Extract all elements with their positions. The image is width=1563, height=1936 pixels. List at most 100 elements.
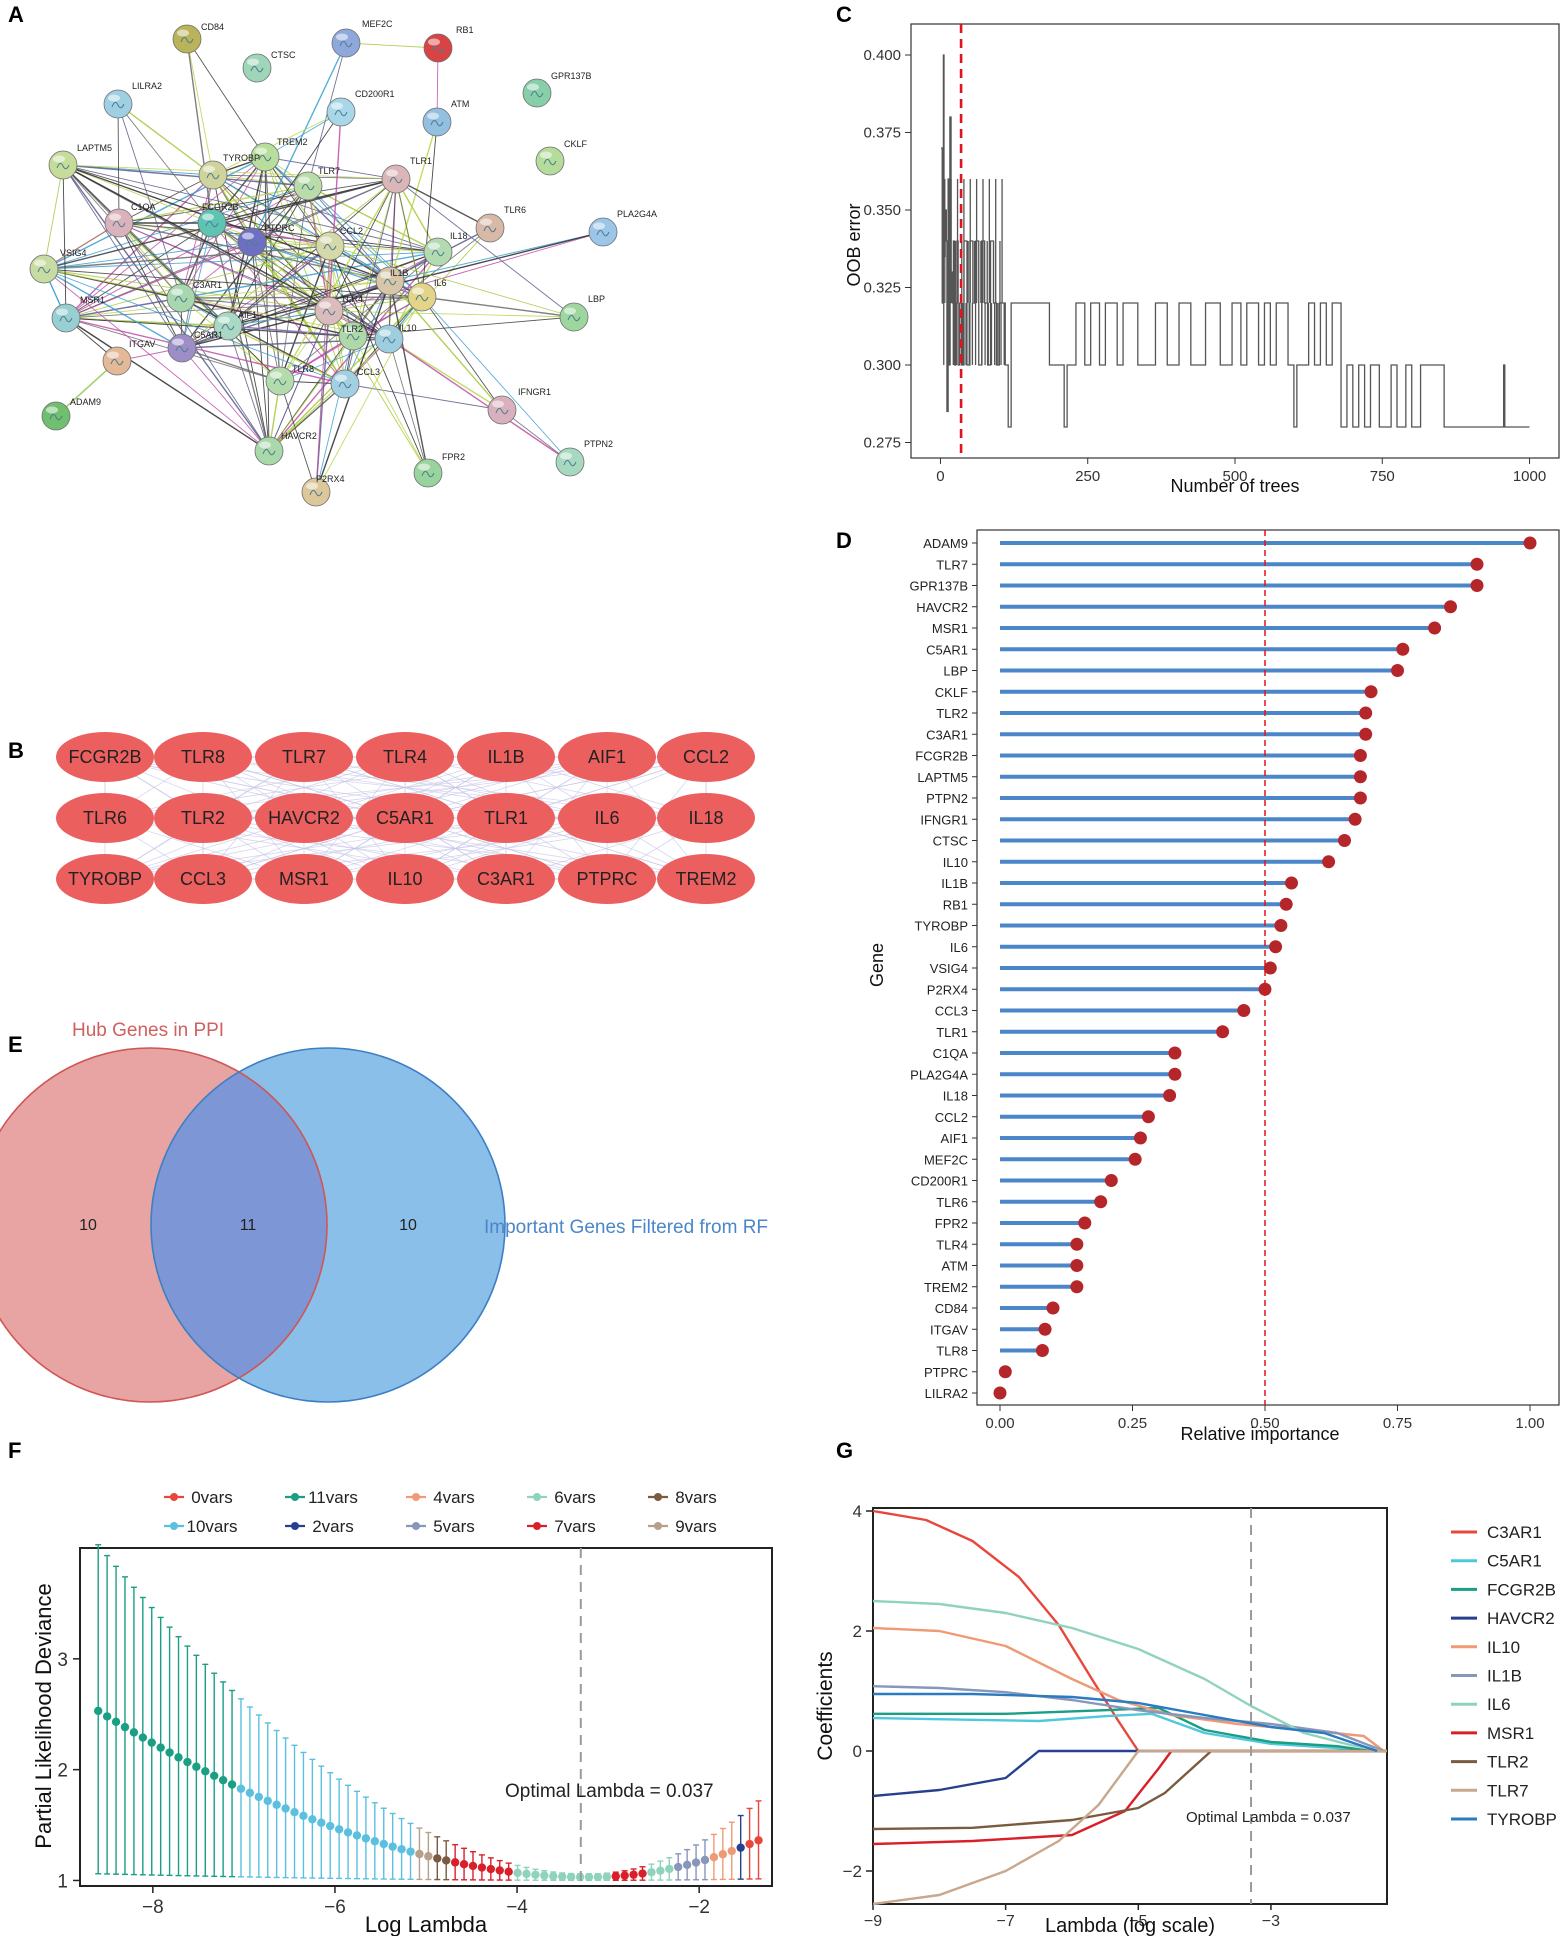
- imp-dot: [1133, 1131, 1147, 1145]
- imp-gene-label: IFNGR1: [920, 812, 968, 827]
- ppi-node-structure: [563, 459, 577, 467]
- ppi-node-structure: [221, 323, 235, 331]
- coef-legend-label: C5AR1: [1487, 1552, 1542, 1571]
- imp-gene-label: TLR6: [936, 1195, 968, 1210]
- coef-xtick-label: −5: [1129, 1913, 1147, 1930]
- ppi-edge: [251, 241, 391, 282]
- ppi-edge: [180, 297, 346, 385]
- imp-dot: [998, 1365, 1012, 1379]
- ppi-node-structure: [174, 295, 188, 303]
- imp-dot: [1364, 685, 1378, 699]
- ppi-node-tlr7: TLR7: [293, 166, 340, 201]
- cv-point: [433, 1854, 442, 1863]
- coef-path-fcgr2b: [873, 1706, 1371, 1753]
- hub-node-ellipse: [457, 854, 555, 904]
- cv-point: [290, 1807, 299, 1817]
- ppi-node-structure: [430, 119, 444, 127]
- ppi-edge: [186, 38, 214, 176]
- ppi-nodes: CD84 CTSC MEF2C RB1 GPR137B LILRA2 CD200R1 ATM C…: [29, 19, 657, 507]
- hub-node-label: IL10: [387, 869, 422, 889]
- cv-point: [495, 1866, 504, 1875]
- coef-legend-label: FCGR2B: [1487, 1580, 1556, 1599]
- ppi-node-il1b: IL1B: [375, 266, 409, 296]
- ppi-node-highlight: [427, 112, 439, 120]
- imp-dot: [1359, 706, 1373, 720]
- ppi-node-structure: [415, 294, 429, 302]
- cv-point: [120, 1722, 130, 1732]
- ppi-edge: [388, 338, 429, 474]
- hub-node-fcgr2b: FCGR2B: [56, 732, 154, 782]
- imp-gene-label: FPR2: [935, 1216, 968, 1231]
- hub-node-label: TYROBP: [68, 869, 142, 889]
- ppi-node-label: PTPRC: [264, 223, 295, 233]
- cv-point: [102, 1712, 112, 1721]
- ppi-node-structure: [389, 176, 403, 184]
- ppi-node-lilra2: LILRA2: [103, 81, 162, 119]
- hub-node-ellipse: [356, 793, 454, 843]
- coef-legend-label: MSR1: [1487, 1724, 1534, 1743]
- ppi-node-structure: [205, 220, 219, 228]
- imp-gene-label: CCL3: [935, 1004, 968, 1019]
- imp-dot: [1470, 579, 1484, 592]
- ppi-node-label: CKLF: [564, 139, 588, 149]
- ppi-edge: [388, 178, 397, 340]
- imp-gene-label: FCGR2B: [915, 749, 968, 764]
- ppi-edge: [62, 164, 309, 187]
- ppi-edge: [328, 111, 342, 312]
- cv-legend-swatch-dot: [412, 1493, 420, 1501]
- ppi-edge: [251, 241, 346, 385]
- hub-node-ellipse: [154, 793, 252, 843]
- ppi-node-structure: [483, 225, 497, 233]
- ppi-edge: [389, 280, 503, 411]
- imp-dot: [1070, 1259, 1084, 1272]
- cv-point: [308, 1815, 317, 1824]
- ppi-node-label: AIF1: [238, 310, 257, 320]
- ppi-edge: [180, 251, 439, 299]
- cv-point: [513, 1868, 522, 1878]
- coef-path-il6: [872, 1599, 1384, 1753]
- oob-xtick-label: 500: [1222, 468, 1247, 485]
- coef-legend-label: TLR7: [1487, 1781, 1529, 1800]
- ppi-edge: [186, 38, 266, 158]
- ppi-node-structure: [567, 314, 581, 322]
- venn-overlap-count: 11: [240, 1217, 257, 1234]
- ppi-node-highlight: [480, 218, 492, 226]
- ppi-edge: [43, 268, 390, 340]
- ppi-node-structure: [59, 315, 73, 323]
- ppi-edge: [268, 310, 330, 452]
- imp-dot: [1258, 982, 1272, 996]
- hub-node-il1b: IL1B: [457, 732, 555, 782]
- importance-axes: 0.00 0.25 0.50 0.75 1.00 ADAM9 TLR7 GPR137B HAVC…: [909, 536, 1544, 1432]
- ppi-edge: [421, 296, 575, 318]
- ppi-node-highlight: [107, 351, 119, 359]
- ppi-edge: [43, 156, 266, 270]
- cv-point: [174, 1753, 183, 1762]
- hub-node-ellipse: [154, 854, 252, 904]
- ppi-node-atm: ATM: [422, 99, 469, 137]
- ppi-edge: [264, 156, 397, 180]
- ppi-node-structure: [273, 378, 287, 386]
- ppi-node-highlight: [255, 147, 267, 155]
- cv-point: [183, 1757, 192, 1767]
- cv-axes: −8 −6 −4 −2 1 2 3: [57, 1650, 710, 1918]
- hub-edge: [104, 756, 406, 819]
- imp-dot: [1094, 1195, 1108, 1209]
- venn-only-b-count: 10: [399, 1217, 417, 1234]
- hub-node-label: TLR4: [383, 747, 427, 767]
- coefficient-path-chart: −9 −7 −5 −3 −2 0 2 4 Optimal Lambda = 0.037 C3A…: [814, 1502, 1557, 1936]
- cv-point: [700, 1855, 710, 1865]
- ppi-node-cklf: CKLF: [535, 139, 588, 176]
- cv-point: [192, 1762, 201, 1771]
- cv-point: [352, 1831, 362, 1840]
- cv-legend-label: 9vars: [675, 1517, 717, 1536]
- cv-point: [94, 1706, 103, 1716]
- hub-node-tlr6: TLR6: [56, 793, 154, 843]
- ppi-node-structure: [110, 358, 124, 366]
- ppi-edge: [180, 280, 391, 299]
- coef-ytick-label: 4: [853, 1502, 862, 1521]
- cv-point: [468, 1861, 478, 1871]
- coef-ytick-label: 0: [853, 1742, 862, 1761]
- hub-node-label: IL6: [594, 808, 619, 828]
- hub-node-tlr1: TLR1: [457, 793, 555, 843]
